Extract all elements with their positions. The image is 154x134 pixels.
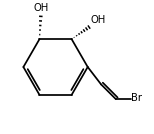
Text: Br: Br (131, 93, 142, 103)
Text: OH: OH (90, 15, 106, 25)
Text: OH: OH (33, 3, 49, 13)
